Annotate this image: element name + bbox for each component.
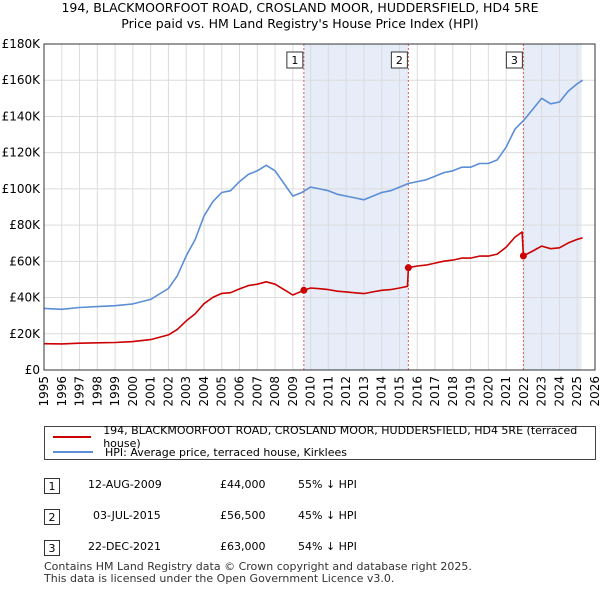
y-tick-label: £80K xyxy=(9,218,41,232)
sale-marker-box xyxy=(505,51,523,69)
sale-hpi-diff: 45% ↓ HPI xyxy=(298,509,357,522)
x-tick-label: 2023 xyxy=(535,376,549,407)
x-tick-label: 2005 xyxy=(215,376,229,407)
sale-point xyxy=(404,264,412,272)
x-tick-label: 2015 xyxy=(392,376,406,407)
x-tick-label: 2013 xyxy=(357,376,371,407)
sale-price: £56,500 xyxy=(220,509,266,522)
sale-marker-label: 3 xyxy=(511,54,518,67)
shaded-period xyxy=(523,44,582,370)
sale-price: £63,000 xyxy=(220,540,266,553)
legend-swatch-hpi xyxy=(53,451,93,453)
y-tick-label: £100K xyxy=(2,182,42,196)
sale-marker-box xyxy=(286,51,304,69)
sale-number-badge: 3 xyxy=(44,540,60,556)
sale-hpi-diff: 55% ↓ HPI xyxy=(298,478,357,491)
x-tick-label: 2026 xyxy=(588,376,600,407)
x-tick-label: 2003 xyxy=(179,376,193,407)
sale-point xyxy=(519,252,527,260)
x-tick-label: 2016 xyxy=(410,376,424,407)
x-tick-label: 2014 xyxy=(375,376,389,407)
y-tick-label: £60K xyxy=(9,254,41,268)
x-tick-label: 1998 xyxy=(90,376,104,407)
x-tick-label: 2001 xyxy=(144,376,158,407)
sale-number-badge: 2 xyxy=(44,509,60,525)
x-tick-label: 2020 xyxy=(481,376,495,407)
x-tick-label: 2012 xyxy=(339,376,353,407)
x-tick-label: 2010 xyxy=(304,376,318,407)
x-tick-label: 1996 xyxy=(55,376,69,407)
footer-line-1: Contains HM Land Registry data © Crown c… xyxy=(44,560,472,573)
y-tick-label: £40K xyxy=(9,291,41,305)
x-tick-label: 1995 xyxy=(37,376,51,407)
sale-marker-label: 1 xyxy=(291,54,298,67)
legend-item-price: 194, BLACKMOORFOOT ROAD, CROSLAND MOOR, … xyxy=(53,424,595,450)
x-tick-label: 1999 xyxy=(108,376,122,407)
x-tick-label: 2022 xyxy=(517,376,531,407)
x-tick-label: 2008 xyxy=(268,376,282,407)
sale-number-badge: 1 xyxy=(44,478,60,494)
y-tick-label: £0 xyxy=(25,363,40,377)
x-tick-label: 2024 xyxy=(552,376,566,407)
x-tick-label: 2017 xyxy=(428,376,442,407)
x-tick-label: 2007 xyxy=(250,376,264,407)
x-tick-label: 2021 xyxy=(499,376,513,407)
sale-marker-label: 2 xyxy=(396,54,403,67)
price-chart: 1 2 3 £0 £20K £40K £60K £80K £100K £120K £140K £16… xyxy=(2,37,600,407)
chart-subtitle: Price paid vs. HM Land Registry's House … xyxy=(121,16,479,31)
x-tick-label: 2011 xyxy=(321,376,335,407)
price-paid-series-line xyxy=(43,231,583,345)
y-tick-label: £120K xyxy=(2,146,42,160)
sale-date: 12-AUG-2009 xyxy=(88,478,162,491)
x-tick-label: 2000 xyxy=(126,376,140,407)
y-tick-label: £160K xyxy=(2,73,42,87)
x-tick-label: 1997 xyxy=(73,376,87,407)
footer-attribution: Contains HM Land Registry data © Crown c… xyxy=(44,561,472,585)
legend: 194, BLACKMOORFOOT ROAD, CROSLAND MOOR, … xyxy=(44,424,596,460)
x-tick-label: 2025 xyxy=(570,376,584,407)
plot-frame xyxy=(43,43,596,371)
x-tick-label: 2004 xyxy=(197,376,211,407)
y-tick-label: £180K xyxy=(2,37,42,51)
footer-line-2: This data is licensed under the Open Gov… xyxy=(44,572,395,585)
chart-title-address: 194, BLACKMOORFOOT ROAD, CROSLAND MOOR, … xyxy=(61,0,539,15)
legend-swatch-price xyxy=(53,436,92,438)
sale-date: 22-DEC-2021 xyxy=(88,540,162,553)
hpi-series-line xyxy=(43,79,584,311)
x-tick-label: 2009 xyxy=(286,376,300,407)
legend-label-price: 194, BLACKMOORFOOT ROAD, CROSLAND MOOR, … xyxy=(103,424,578,450)
sale-hpi-diff: 54% ↓ HPI xyxy=(298,540,357,553)
legend-label-hpi: HPI: Average price, terraced house, Kirk… xyxy=(105,445,348,459)
x-tick-label: 2018 xyxy=(446,376,460,407)
sale-point xyxy=(300,286,308,294)
x-tick-label: 2006 xyxy=(233,376,247,407)
sale-date: 03-JUL-2015 xyxy=(93,509,161,522)
sale-marker-box xyxy=(390,51,408,69)
sale-price: £44,000 xyxy=(220,478,266,491)
y-tick-label: £140K xyxy=(2,109,42,123)
y-tick-label: £20K xyxy=(9,327,41,341)
shaded-period xyxy=(303,44,409,370)
x-tick-label: 2019 xyxy=(464,376,478,407)
legend-item-hpi: HPI: Average price, terraced house, Kirk… xyxy=(53,445,347,459)
x-tick-label: 2002 xyxy=(161,376,175,407)
